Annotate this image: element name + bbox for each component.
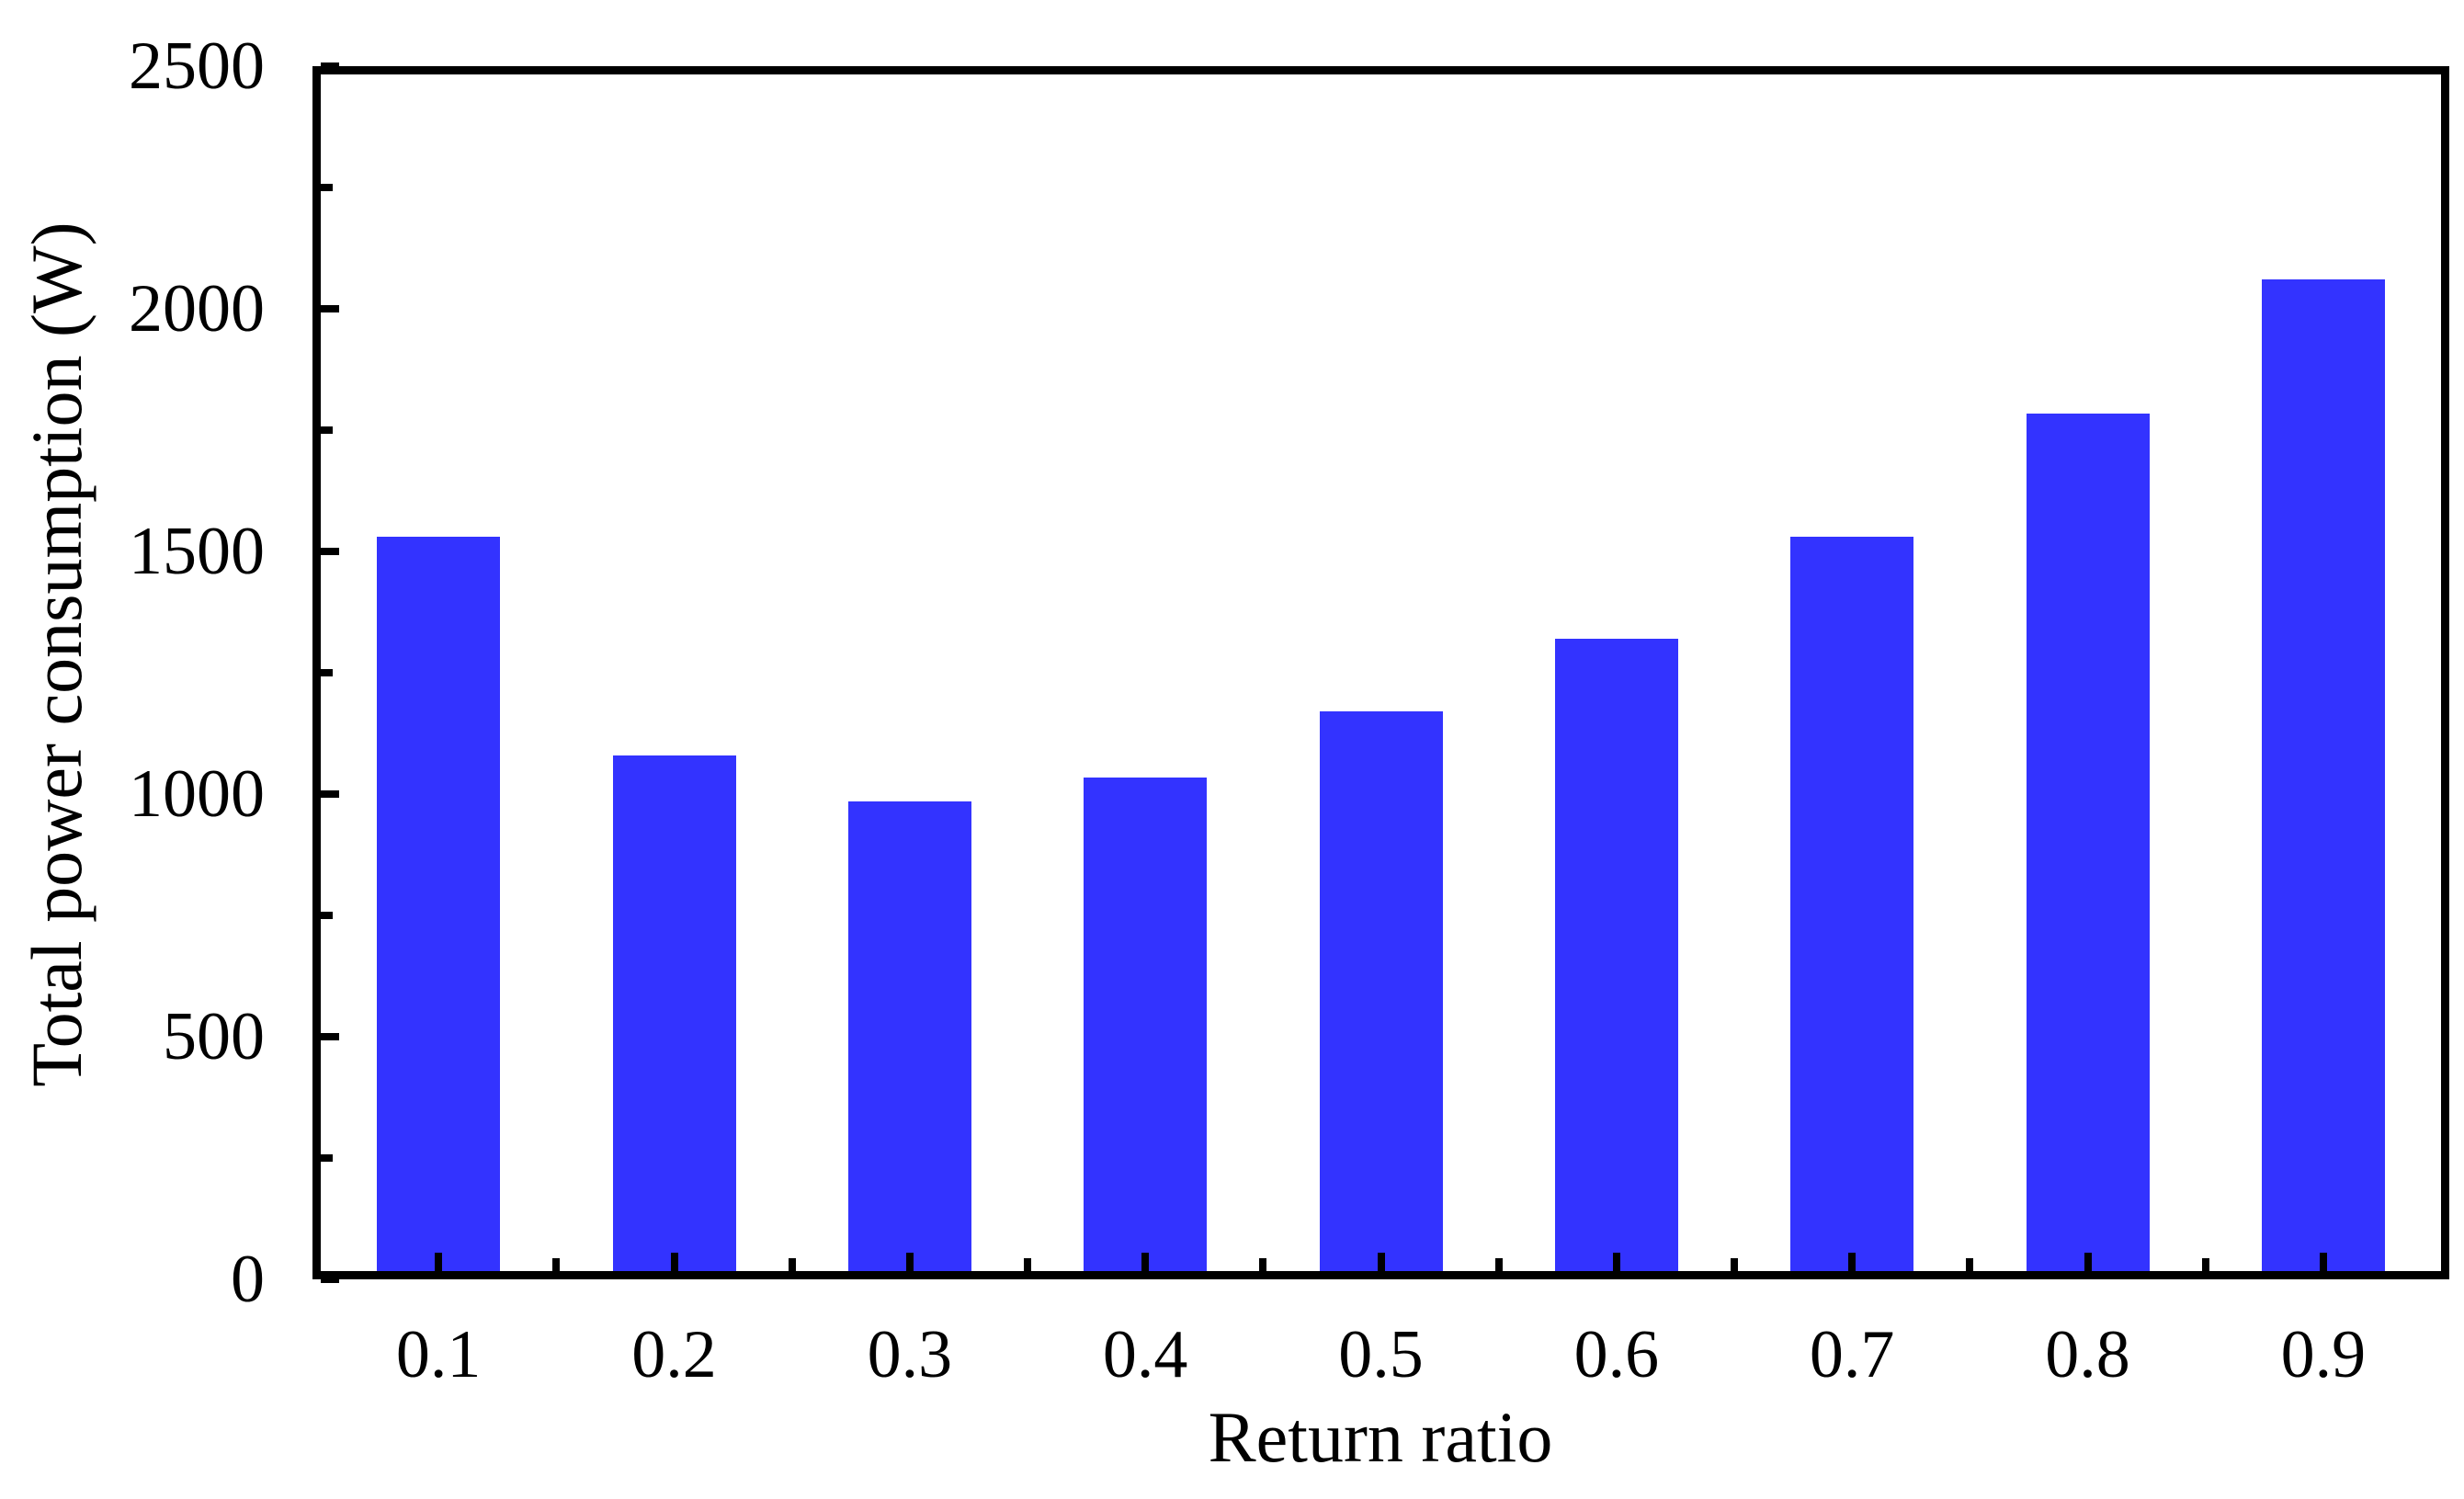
x-minor-tick (1731, 1258, 1738, 1271)
bar-0.9 (2261, 279, 2385, 1277)
bar-0.7 (1790, 537, 1914, 1277)
x-major-tick (905, 1253, 914, 1271)
y-major-tick (321, 1276, 339, 1283)
bar-0.2 (612, 755, 736, 1277)
y-major-tick (321, 548, 339, 555)
bar-0.4 (1084, 777, 1208, 1277)
y-tick-label: 2000 (129, 271, 265, 346)
y-major-tick (321, 62, 339, 70)
x-minor-tick (2201, 1258, 2209, 1271)
y-tick-label: 0 (231, 1242, 265, 1317)
x-major-tick (1612, 1253, 1620, 1271)
y-tick-label: 1000 (129, 756, 265, 832)
x-tick-label: 0.1 (395, 1317, 482, 1392)
y-minor-tick (321, 426, 333, 434)
x-axis-title: Return ratio (1208, 1397, 1553, 1477)
y-major-tick (321, 790, 339, 798)
x-tick-label: 0.6 (1573, 1317, 1660, 1392)
y-minor-tick (321, 669, 333, 676)
x-minor-tick (1259, 1258, 1267, 1271)
bar-0.1 (377, 537, 501, 1277)
y-axis-title-text: Total power consumption (W) (17, 221, 97, 1087)
x-tick-label: 0.7 (1809, 1317, 1895, 1392)
y-major-tick (321, 1033, 339, 1040)
x-major-tick (2084, 1253, 2092, 1271)
bar-0.6 (1554, 639, 1678, 1277)
bar-0.3 (847, 801, 971, 1277)
y-minor-tick (321, 1154, 333, 1162)
x-tick-label: 0.8 (2045, 1317, 2130, 1392)
y-major-tick (321, 305, 339, 312)
x-tick-label: 0.5 (1338, 1317, 1424, 1392)
x-minor-tick (788, 1258, 796, 1271)
x-major-tick (1848, 1253, 1857, 1271)
x-minor-tick (1494, 1258, 1503, 1271)
x-minor-tick (552, 1258, 561, 1271)
x-tick-label: 0.4 (1102, 1317, 1188, 1392)
x-tick-label: 0.2 (631, 1317, 717, 1392)
y-tick-label: 2500 (129, 28, 265, 104)
plot-area (312, 66, 2449, 1279)
y-minor-tick (321, 912, 333, 919)
bar-0.5 (1319, 711, 1443, 1277)
x-major-tick (1141, 1253, 1150, 1271)
x-tick-label: 0.9 (2280, 1317, 2367, 1392)
y-minor-tick (321, 184, 333, 191)
x-major-tick (1377, 1253, 1385, 1271)
x-major-tick (2319, 1253, 2327, 1271)
bar-0.8 (2026, 413, 2150, 1277)
x-minor-tick (1966, 1258, 1974, 1271)
x-tick-label: 0.3 (867, 1317, 953, 1392)
x-major-tick (670, 1253, 678, 1271)
y-tick-label: 500 (163, 999, 265, 1074)
x-major-tick (435, 1253, 443, 1271)
y-tick-label: 1500 (129, 514, 265, 589)
x-minor-tick (1024, 1258, 1031, 1271)
